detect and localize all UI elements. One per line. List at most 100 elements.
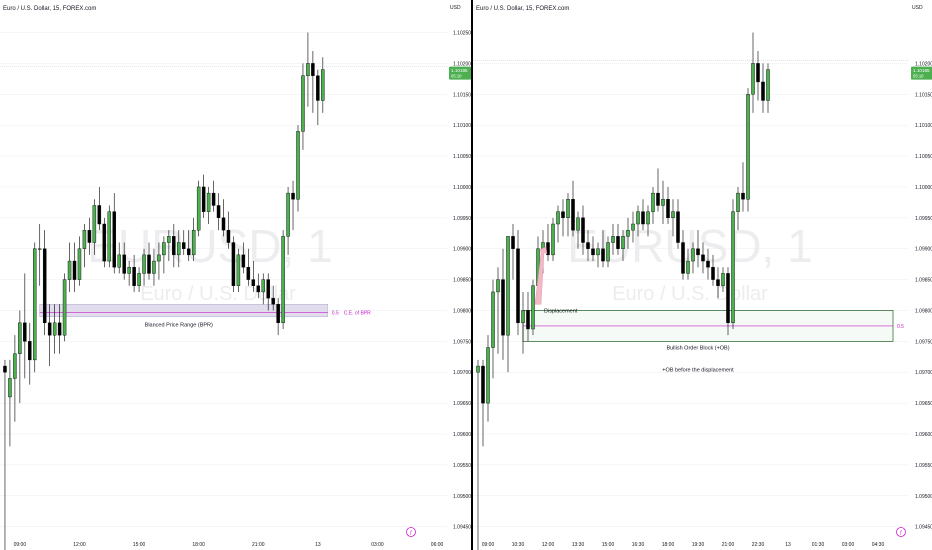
left-candle-down xyxy=(182,242,186,249)
right-candle-up xyxy=(606,242,610,262)
left-candle-down xyxy=(186,248,191,256)
right-candle-up xyxy=(476,365,480,373)
ob-mid-label: 0.5 xyxy=(897,324,904,330)
right-chart-title: Euro / U.S. Dollar, 15, FOREX.com xyxy=(476,6,569,12)
right-y-tick-label: 1.09750 xyxy=(915,339,932,345)
left-x-tick-label: 09:00 xyxy=(14,542,27,548)
left-annotations: Blanced Price Range (BPR) 0.5 C.E. of BPR xyxy=(145,310,371,328)
left-x-tick-label: 12:00 xyxy=(73,542,86,548)
right-candle-down xyxy=(676,211,680,243)
right-candle-up xyxy=(631,223,635,231)
svg-text:ƒ: ƒ xyxy=(900,530,903,536)
svg-text:ƒ: ƒ xyxy=(410,530,413,536)
left-y-ticks: 1.10250 1.10200 1.10150 1.10100 1.10050 1.100… xyxy=(453,31,471,531)
left-y-tick-label: 1.10200 xyxy=(453,61,471,67)
right-candle-up xyxy=(686,260,690,274)
right-y-tick-label: 1.09850 xyxy=(915,278,932,284)
left-candle-up xyxy=(82,229,87,249)
left-candle-down xyxy=(251,279,256,286)
left-candle-up xyxy=(77,248,82,280)
right-logo-icon: ƒ xyxy=(896,527,906,537)
right-y-tick-label: 1.09950 xyxy=(915,216,932,222)
right-candle-up xyxy=(521,310,525,324)
bpr-mid-label: 0.5 xyxy=(332,310,339,316)
right-x-tick-label: 04:30 xyxy=(872,542,885,548)
left-y-tick-label: 1.09550 xyxy=(453,463,471,469)
right-candle-down xyxy=(701,254,705,262)
left-candle-up xyxy=(92,205,97,243)
right-y-tick-label: 1.10100 xyxy=(915,123,932,129)
right-y-tick-label: 1.09800 xyxy=(915,308,932,314)
right-x-tick-label: 16:30 xyxy=(632,542,645,548)
left-candle-down xyxy=(316,75,320,101)
right-candle-up xyxy=(551,223,555,256)
right-candle-down xyxy=(481,365,485,404)
left-candle-up xyxy=(321,69,325,101)
left-candle-down xyxy=(122,254,126,274)
right-price-tag-price: 1.10185 xyxy=(913,68,930,73)
left-candle-down xyxy=(87,229,92,243)
right-y-tick-label: 1.09600 xyxy=(915,432,932,438)
bpr-ce-label: C.E. of BPR xyxy=(344,310,371,316)
left-candle-down xyxy=(201,186,206,212)
left-candle-up xyxy=(67,260,72,280)
right-candle-down xyxy=(561,211,565,219)
left-y-tick-label: 1.09800 xyxy=(453,308,471,314)
right-candles xyxy=(476,32,770,550)
right-candle-up xyxy=(491,291,495,348)
left-candle-down xyxy=(147,254,151,274)
right-ob-zone xyxy=(522,310,894,342)
left-chart-panel: EURUSD, 1 Euro / U.S. Dollar Blanced Pri… xyxy=(0,0,472,550)
right-candle-down xyxy=(656,192,660,206)
right-candle-up xyxy=(661,199,665,206)
right-x-tick-label: 21:00 xyxy=(722,542,735,548)
right-candle-down xyxy=(756,63,760,83)
right-x-tick-label: 09:00 xyxy=(482,542,495,548)
left-y-tick-label: 1.09750 xyxy=(453,339,471,345)
left-candle-up xyxy=(177,242,181,256)
left-price-axis[interactable] xyxy=(447,0,471,550)
panel-divider xyxy=(471,0,473,550)
left-y-tick-label: 1.10150 xyxy=(453,92,471,98)
right-candle-up xyxy=(671,211,675,219)
left-x-tick-label: 15:00 xyxy=(133,542,146,548)
left-watermark: EURUSD, 1 Euro / U.S. Dollar xyxy=(87,220,332,305)
right-chart-panel: EURUSD, 1 Euro / U.S. Dollar Bullish Ord… xyxy=(473,0,932,550)
right-candle-down xyxy=(591,248,595,256)
left-y-tick-label: 1.09700 xyxy=(453,370,471,376)
right-x-tick-label: 22:30 xyxy=(752,542,765,548)
left-y-tick-label: 1.09950 xyxy=(453,216,471,222)
left-candle-up xyxy=(301,75,305,132)
left-chart-background xyxy=(0,0,447,550)
right-candle-down xyxy=(511,236,515,249)
right-y-tick-label: 1.09650 xyxy=(915,401,932,407)
right-y-tick-label: 1.09700 xyxy=(915,370,932,376)
right-candle-down xyxy=(601,248,605,262)
left-y-tick-label: 1.10000 xyxy=(453,185,471,191)
right-x-tick-label: 12:00 xyxy=(542,542,555,548)
right-candle-down xyxy=(586,242,590,249)
right-candle-down xyxy=(696,248,700,256)
left-candle-up xyxy=(8,378,12,398)
left-candle-up xyxy=(196,186,201,231)
left-candle-up xyxy=(107,211,112,262)
left-y-tick-label: 1.09500 xyxy=(453,494,471,500)
right-x-tick-label: 13:30 xyxy=(572,542,585,548)
left-y-tick-label: 1.09650 xyxy=(453,401,471,407)
right-x-tick-label: 13 xyxy=(785,542,791,548)
right-candle-down xyxy=(761,81,765,101)
left-y-tick-label: 1.09600 xyxy=(453,432,471,438)
right-candle-up xyxy=(746,94,750,200)
right-price-axis[interactable] xyxy=(908,0,932,550)
right-candle-down xyxy=(666,199,670,219)
right-candle-up xyxy=(486,347,490,404)
left-candle-up xyxy=(191,229,196,256)
right-candle-up xyxy=(626,229,630,237)
left-candle-up xyxy=(261,279,265,293)
left-candle-down xyxy=(72,260,77,280)
right-candle-up xyxy=(576,217,580,231)
right-candle-down xyxy=(641,211,645,225)
left-y-tick-label: 1.09850 xyxy=(453,278,471,284)
right-x-ticks: 09:00 10:30 12:00 13:30 15:00 16:30 18:00 19:30… xyxy=(482,542,885,548)
